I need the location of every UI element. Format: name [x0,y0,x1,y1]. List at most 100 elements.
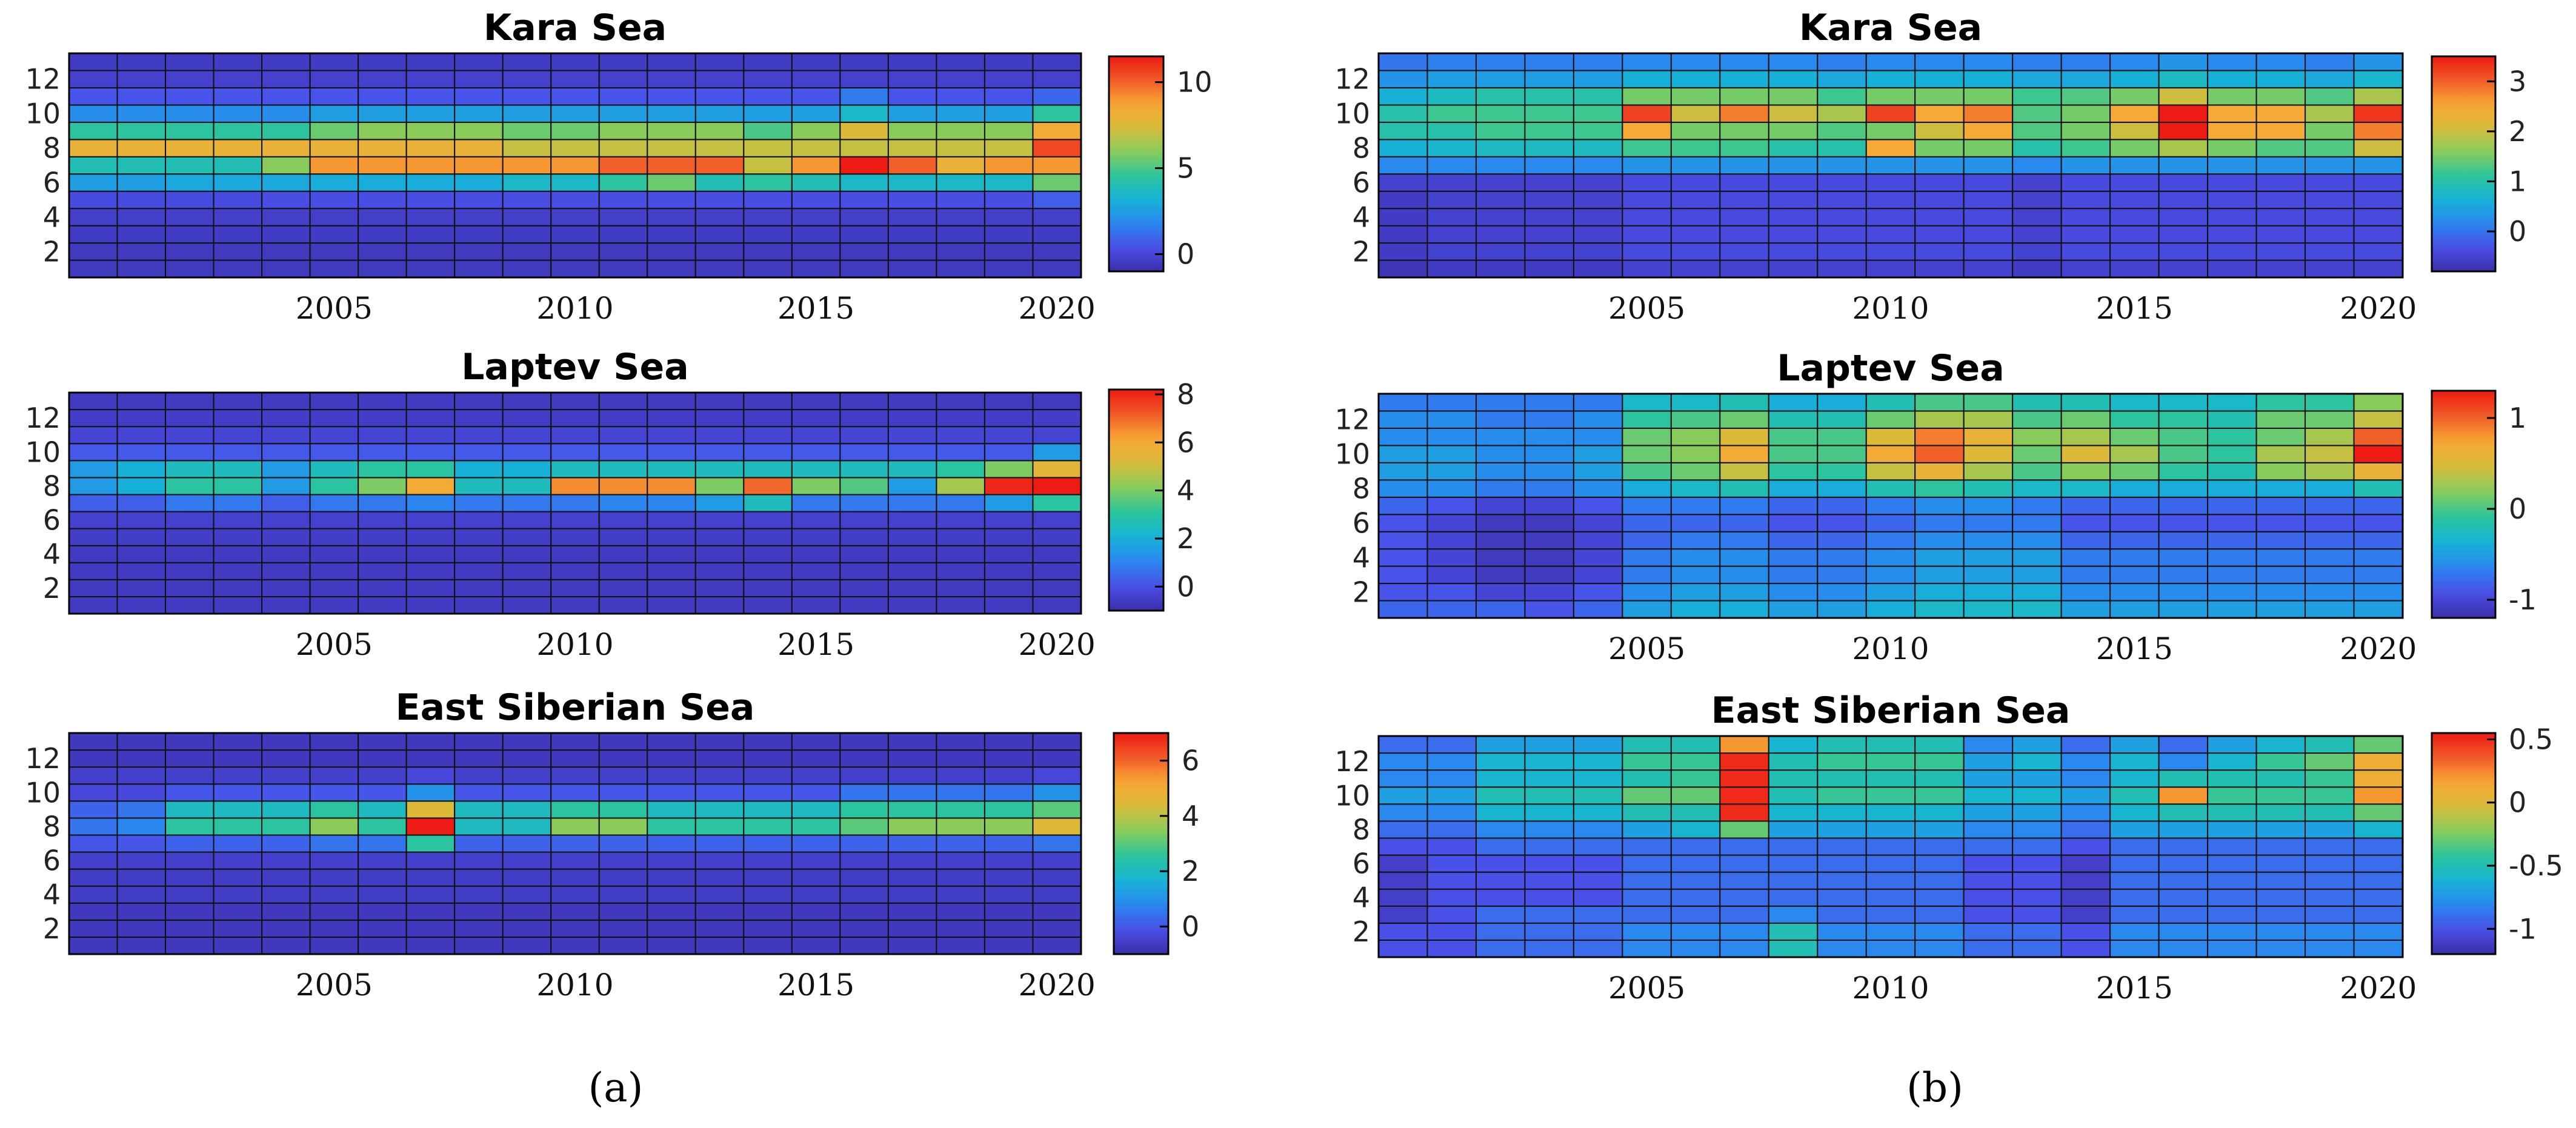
heatmap-cell [1719,225,1769,244]
heatmap-cell [165,409,215,428]
heatmap-cell [2060,820,2111,839]
heatmap-cell [1719,905,1769,924]
heatmap-cell [1378,479,1428,498]
heatmap-cell [936,208,985,227]
x-tick-label: 2010 [1852,631,1929,666]
heatmap-cell [165,104,215,123]
heatmap-cell [2353,786,2404,805]
heatmap-cell [358,817,407,836]
heatmap-cell [2255,173,2306,192]
heatmap-cell [1573,820,1623,839]
heatmap-cell [2158,735,2209,754]
heatmap-cell [1378,410,1428,429]
heatmap-cell [2158,803,2209,822]
heatmap-cell [1963,445,2014,463]
heatmap-cell [165,426,215,445]
heatmap-cell [2255,208,2306,227]
heatmap-cell [1670,548,1721,567]
heatmap-cell [1914,462,1965,481]
heatmap-cell [405,409,456,428]
heatmap-cell [2305,445,2355,463]
heatmap-cell [2012,70,2062,88]
heatmap-cell [1622,837,1672,856]
heatmap-cell [647,732,696,751]
heatmap-cell [2012,173,2062,192]
heatmap-cell [936,477,985,496]
heatmap-cell [598,596,648,614]
heatmap-cell [598,87,648,106]
heatmap-cell [358,511,407,529]
heatmap-cell [2353,837,2404,856]
heatmap-cell [1573,53,1623,71]
heatmap-cell [1475,156,1526,175]
heatmap-cell [1670,496,1721,516]
heatmap-cell [454,208,504,227]
heatmap-cell [1817,871,1867,890]
heatmap-cell [68,732,118,751]
heatmap-cell [598,545,648,563]
y-tick-label: 12 [25,63,61,96]
heatmap-cell [309,817,359,836]
heatmap-cell [2255,479,2306,498]
heatmap-cell [116,732,167,751]
heatmap-cell [647,749,696,768]
heatmap-cell [2305,820,2355,839]
heatmap-cell [2158,53,2209,71]
heatmap-cell [2158,837,2209,856]
y-tick-label: 6 [1353,506,1370,539]
heatmap-cell [1768,393,1819,412]
heatmap-cell [1865,531,1916,550]
y-tick-label: 12 [1334,63,1370,96]
heatmap-cell [2305,769,2355,788]
heatmap-cell [502,579,552,597]
heatmap-cell [647,579,696,597]
heatmap-cell [1622,259,1672,279]
heatmap-cell [887,173,937,192]
y-tick-label: 6 [1353,848,1370,880]
heatmap-cell [2109,496,2160,516]
heatmap-cell [2207,427,2257,446]
heatmap-cell [1670,905,1721,924]
heatmap-cell [454,800,504,819]
heatmap-cell [502,104,552,123]
heatmap-cell [502,477,552,496]
heatmap-cell [1475,583,1526,602]
heatmap-cell [647,392,696,411]
heatmap-cell [358,242,407,261]
heatmap-cell [2305,514,2355,532]
y-tick-label: 12 [1334,403,1370,436]
colorbar-tick-label: 0 [1182,910,1199,943]
heatmap-cell [1622,208,1672,227]
heatmap-cell [309,443,359,462]
heatmap-cell [2353,445,2404,463]
heatmap-cell [1865,121,1916,141]
heatmap-cell [1865,173,1916,192]
heatmap-cell [68,173,118,192]
heatmap-cell [68,392,118,411]
heatmap-cell [743,783,793,802]
heatmap-cell [1963,820,2014,839]
heatmap-cell [1622,156,1672,175]
heatmap-cell [1573,514,1623,532]
heatmap-cell [1475,905,1526,924]
heatmap-cell [1378,888,1428,907]
heatmap-cell [743,936,793,955]
heatmap-cell [647,936,696,955]
heatmap-cell [2207,888,2257,907]
heatmap-cell [1914,922,1965,941]
y-tick-label: 2 [1353,576,1370,608]
heatmap-cell [887,596,937,614]
heatmap-cell [1032,208,1082,227]
heatmap-cell [791,190,841,210]
heatmap-cell [116,851,167,870]
heatmap-cell [1914,514,1965,532]
heatmap-cell [694,732,745,751]
heatmap-cell [116,902,167,921]
heatmap-cell [116,121,167,141]
heatmap-cell [1963,393,2014,412]
heatmap-cell [2158,427,2209,446]
heatmap-cell [1524,208,1574,227]
heatmap-cell [1524,156,1574,175]
heatmap-cell [2207,156,2257,175]
